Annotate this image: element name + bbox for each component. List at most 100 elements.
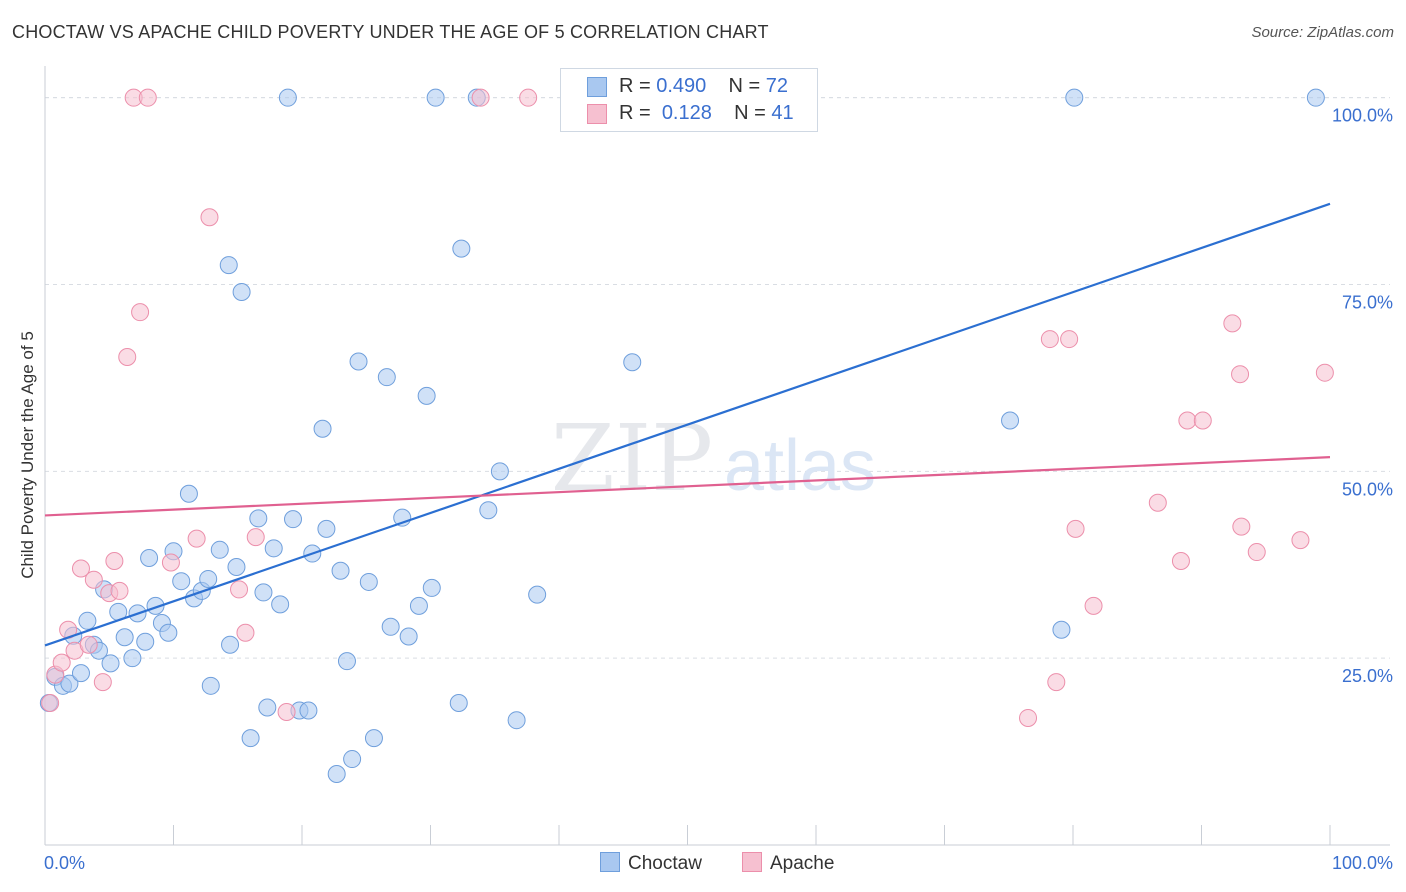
choctaw-point-60 — [449, 694, 468, 713]
choctaw-point-65 — [507, 711, 526, 730]
apache-point-0 — [41, 694, 60, 713]
choctaw-point-12 — [115, 628, 134, 647]
choctaw-point-57 — [417, 386, 436, 405]
apache-point-36 — [1231, 365, 1250, 384]
choctaw-point-19 — [159, 623, 178, 642]
apache-point-27 — [1047, 673, 1066, 692]
choctaw-point-68 — [1001, 411, 1020, 430]
choctaw-point-26 — [201, 676, 220, 695]
apache-point-32 — [1171, 552, 1190, 571]
choctaw-point-56 — [409, 596, 428, 615]
choctaw-point-43 — [313, 419, 332, 438]
choctaw-point-17 — [146, 596, 165, 615]
choctaw-point-48 — [343, 750, 362, 769]
chart-title: CHOCTAW VS APACHE CHILD POVERTY UNDER TH… — [12, 22, 769, 42]
choctaw-point-6 — [78, 611, 97, 630]
apache-point-8 — [93, 673, 112, 692]
choctaw-point-45 — [327, 765, 346, 784]
legend-item-choctaw: Choctaw — [600, 852, 702, 875]
choctaw-point-36 — [264, 539, 283, 558]
apache-point-5 — [71, 559, 90, 578]
apache-points — [41, 88, 1334, 727]
apache-point-23 — [471, 88, 490, 107]
axes — [44, 66, 1390, 846]
choctaw-point-5 — [71, 664, 90, 683]
apache-point-35 — [1223, 314, 1242, 333]
choctaw-point-33 — [249, 509, 268, 528]
choctaw-point-58 — [422, 578, 441, 597]
choctaw-point-51 — [364, 729, 383, 748]
apache-swatch — [587, 104, 607, 124]
watermark-atlas: atlas — [724, 426, 876, 506]
choctaw-point-53 — [381, 617, 400, 636]
choctaw-point-66 — [528, 585, 547, 604]
choctaw-point-47 — [337, 652, 356, 671]
y-tick-label-2: 75.0% — [1342, 293, 1393, 313]
apache-point-26 — [1040, 330, 1059, 349]
choctaw-point-69 — [1052, 620, 1071, 639]
apache-point-39 — [1291, 531, 1310, 550]
apache-point-30 — [1084, 596, 1103, 615]
apache-trend-line — [44, 456, 1331, 517]
choctaw-point-21 — [172, 572, 191, 591]
source-credit: Source: ZipAtlas.com — [1251, 24, 1394, 41]
x-tick-label-max: 100.0% — [1332, 853, 1393, 873]
choctaw-point-50 — [359, 572, 378, 591]
choctaw-point-37 — [271, 595, 290, 614]
choctaw-point-3 — [60, 674, 79, 693]
y-tick-label-1: 50.0% — [1342, 479, 1393, 499]
apache-point-18 — [200, 208, 219, 227]
choctaw-point-39 — [284, 510, 303, 529]
apache-point-31 — [1148, 493, 1167, 512]
apache-point-38 — [1247, 543, 1266, 562]
n-label: N = — [734, 102, 766, 124]
y-tick-label-0: 25.0% — [1342, 666, 1393, 686]
choctaw-point-41 — [299, 701, 318, 720]
choctaw-point-67 — [623, 353, 642, 372]
choctaw-point-64 — [490, 462, 509, 481]
apache-point-6 — [79, 635, 98, 654]
n-value-apache: 41 — [771, 102, 794, 124]
choctaw-point-38 — [278, 88, 297, 107]
apache-point-22 — [277, 702, 296, 721]
legend-label-apache: Apache — [770, 853, 835, 874]
choctaw-point-32 — [241, 729, 260, 748]
choctaw-point-55 — [399, 627, 418, 646]
apache-point-12 — [118, 348, 137, 367]
choctaw-point-46 — [331, 561, 350, 580]
r-value-choctaw: 0.490 — [656, 75, 707, 97]
apache-point-21 — [246, 528, 265, 547]
legend-label-choctaw: Choctaw — [628, 853, 702, 874]
apache-point-25 — [1019, 708, 1038, 727]
apache-point-29 — [1066, 519, 1085, 538]
apache-legend-swatch — [742, 852, 762, 872]
apache-point-28 — [1060, 330, 1079, 349]
choctaw-point-30 — [227, 557, 246, 576]
choctaw-point-34 — [254, 583, 273, 602]
apache-point-16 — [161, 553, 180, 572]
choctaw-point-25 — [199, 569, 218, 588]
n-label: N = — [728, 75, 761, 97]
y-tick-label-3: 100.0% — [1332, 106, 1393, 126]
apache-point-2 — [52, 653, 71, 672]
choctaw-point-71 — [1306, 88, 1325, 107]
choctaw-point-44 — [317, 519, 336, 538]
choctaw-swatch — [587, 77, 607, 97]
apache-point-33 — [1178, 411, 1197, 430]
gridlines — [45, 97, 1390, 659]
tick-labels: 25.0% 50.0% 75.0% 100.0% 0.0% 100.0% — [44, 106, 1393, 873]
watermark: ZIP atlas — [551, 405, 876, 512]
apache-point-19 — [230, 580, 249, 599]
choctaw-point-22 — [179, 484, 198, 503]
choctaw-point-35 — [258, 698, 277, 717]
apache-point-14 — [131, 303, 150, 322]
apache-point-7 — [84, 570, 103, 589]
trend-lines — [44, 202, 1331, 647]
choctaw-point-63 — [479, 501, 498, 520]
apache-point-34 — [1193, 411, 1212, 430]
choctaw-point-59 — [426, 88, 445, 107]
choctaw-point-52 — [377, 368, 396, 387]
choctaw-point-13 — [123, 649, 142, 668]
choctaw-point-61 — [452, 239, 471, 258]
r-label: R = — [619, 75, 651, 97]
